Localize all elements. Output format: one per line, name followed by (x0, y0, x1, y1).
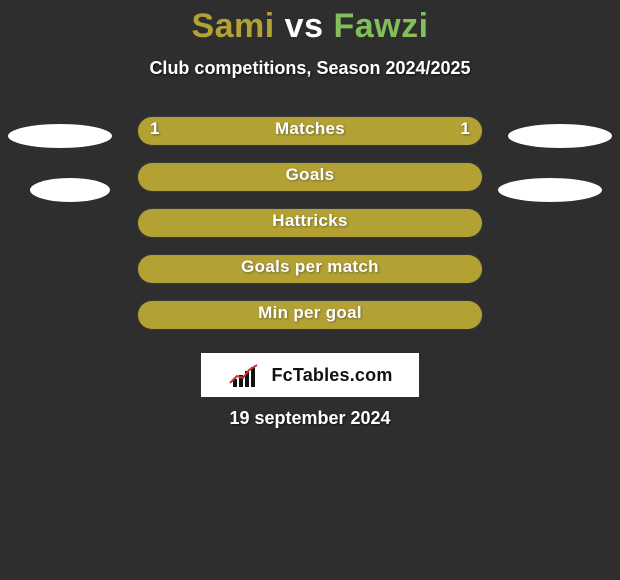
right-badge-matches (508, 124, 612, 148)
stat-row-goals-per-match: Goals per match (0, 255, 620, 283)
stat-pill (138, 163, 482, 191)
logo-chart-icon (227, 363, 267, 387)
date-text: 19 september 2024 (0, 408, 620, 429)
comparison-infographic: Sami vs Fawzi Club competitions, Season … (0, 0, 620, 580)
title-player2: Fawzi (333, 7, 428, 45)
page-title: Sami vs Fawzi (0, 0, 620, 52)
right-badge-goals (498, 178, 602, 202)
left-badge-goals (30, 178, 110, 202)
stat-pill (138, 255, 482, 283)
fctables-logo: FcTables.com (201, 353, 419, 397)
logo-text: FcTables.com (271, 365, 392, 386)
title-player1: Sami (191, 7, 274, 45)
stat-pill (138, 117, 482, 145)
title-vs: vs (285, 7, 324, 45)
stat-pill (138, 209, 482, 237)
subtitle: Club competitions, Season 2024/2025 (0, 58, 620, 79)
stat-pill (138, 301, 482, 329)
stat-row-min-per-goal: Min per goal (0, 301, 620, 329)
left-badge-matches (8, 124, 112, 148)
logo-inner: FcTables.com (227, 363, 392, 387)
stats-content: 1 Matches 1 Goals Hattricks Goals per ma… (0, 117, 620, 329)
stat-row-hattricks: Hattricks (0, 209, 620, 237)
